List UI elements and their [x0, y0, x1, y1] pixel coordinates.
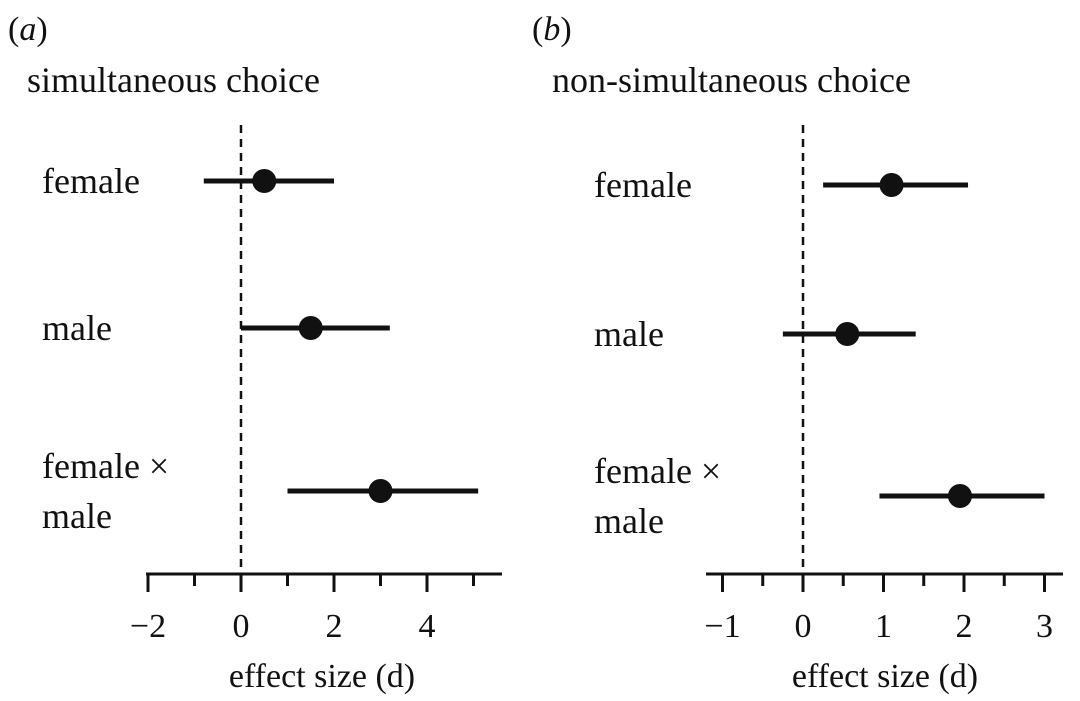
tick-label: −2 — [130, 608, 166, 645]
panel-label: (a) — [8, 11, 48, 48]
panel-b: (b) non-simultaneous choice −1 0 1 2 3 effect s… — [532, 11, 1063, 695]
point-estimate — [252, 169, 277, 193]
point-estimate — [835, 322, 860, 346]
category-label: male — [42, 308, 112, 348]
tick-label: 3 — [1036, 608, 1053, 645]
tick-label: 2 — [956, 608, 973, 645]
tick-label: 4 — [419, 608, 436, 645]
category-label: female × male — [594, 451, 721, 541]
tick-label: 2 — [326, 608, 343, 645]
tick-label: 1 — [875, 608, 892, 645]
category-label: female × male — [42, 446, 169, 536]
point-estimate — [368, 479, 393, 503]
point-estimate — [298, 316, 323, 340]
point-estimate — [879, 173, 904, 197]
category-label: female — [594, 165, 692, 205]
category-label: female — [42, 161, 140, 201]
panel-title: non-simultaneous choice — [552, 60, 911, 100]
x-axis-label: effect size (d) — [792, 658, 978, 695]
tick-label: 0 — [795, 608, 812, 645]
point-estimate — [947, 484, 972, 508]
tick-label: −1 — [704, 608, 740, 645]
panel-label: (b) — [532, 11, 572, 48]
tick-label: 0 — [233, 608, 250, 645]
x-axis-label: effect size (d) — [229, 658, 415, 695]
panel-title: simultaneous choice — [27, 60, 320, 100]
category-label: male — [594, 314, 664, 354]
